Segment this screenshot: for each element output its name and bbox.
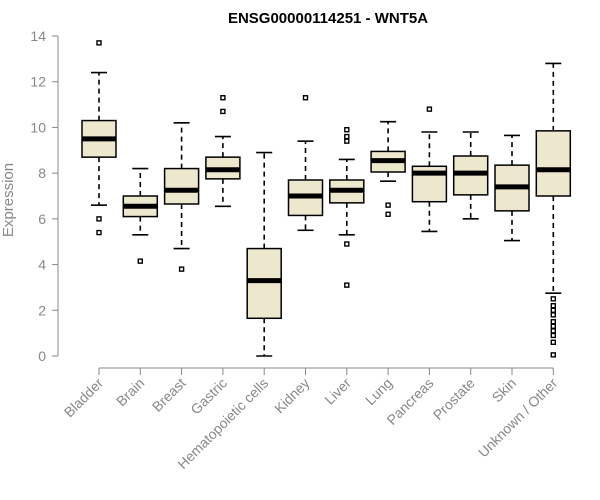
outlier-point <box>550 307 556 313</box>
box-iqr <box>163 167 200 205</box>
box-group <box>81 40 572 358</box>
x-tick-label: Bladder <box>61 375 107 421</box>
outlier-point <box>550 319 556 325</box>
x-tick-label: Lung <box>362 375 395 408</box>
box-liver <box>329 127 365 288</box>
outlier-point <box>426 106 433 112</box>
y-tick-label: 14 <box>30 28 46 44</box>
outlier-point <box>96 229 102 236</box>
outlier-point <box>550 303 556 309</box>
outlier-point <box>550 312 556 318</box>
x-tick-label: Prostate <box>430 375 478 423</box>
x-tick-label: Brain <box>113 375 147 409</box>
outlier-point <box>220 108 226 115</box>
y-tick-label: 6 <box>38 211 46 227</box>
outlier-point <box>178 266 185 272</box>
outlier-point <box>385 202 391 208</box>
box-prostate <box>452 131 489 220</box>
outlier-point <box>220 95 226 101</box>
outlier-point <box>550 339 556 345</box>
y-axis: 0 2 4 6 8 10 12 14 <box>30 28 59 364</box>
x-tick-label: Kidney <box>271 375 313 417</box>
outlier-point <box>344 138 350 144</box>
y-tick-label: 12 <box>30 74 46 90</box>
box-brain <box>122 167 159 264</box>
box-bladder <box>81 40 117 236</box>
y-axis-title: Expression <box>0 163 17 237</box>
box-iqr <box>535 130 572 197</box>
outlier-point <box>385 211 391 217</box>
outlier-point <box>344 241 350 247</box>
outlier-point <box>550 328 556 334</box>
outlier-point <box>96 40 102 46</box>
outlier-point <box>550 352 556 358</box>
outlier-point <box>137 258 144 264</box>
outlier-point <box>550 296 556 302</box>
outlier-point <box>344 127 350 133</box>
box-hematopoietic-cells <box>246 151 282 357</box>
box-pancreas <box>411 106 448 233</box>
outlier-point <box>302 95 309 101</box>
y-tick-label: 4 <box>38 257 46 273</box>
x-tick-label: Liver <box>321 375 354 408</box>
y-tick-label: 0 <box>38 348 46 364</box>
x-tick-label: Skin <box>489 375 520 406</box>
outlier-point <box>344 282 350 288</box>
y-tick-label: 10 <box>30 119 46 135</box>
y-tick-label: 2 <box>38 302 46 318</box>
outlier-point <box>344 133 350 140</box>
y-tick-label: 8 <box>38 165 46 181</box>
chart-title: ENSG00000114251 - WNT5A <box>228 10 428 27</box>
box-lung <box>370 120 406 217</box>
outlier-point <box>96 216 102 222</box>
box-breast <box>163 122 200 272</box>
outlier-point <box>550 332 556 339</box>
x-tick-label: Breast <box>149 375 189 415</box>
box-kidney <box>287 95 324 232</box>
box-gastric <box>205 95 241 208</box>
outlier-point <box>550 323 556 329</box>
box-skin <box>494 134 530 242</box>
box-iqr <box>246 247 282 320</box>
box-unknown-other <box>535 62 572 358</box>
